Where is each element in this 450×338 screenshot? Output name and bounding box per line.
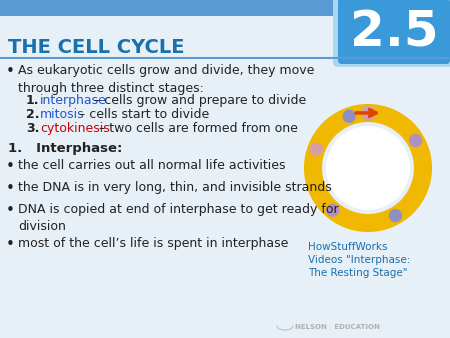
Text: •: • [6, 203, 15, 218]
Text: NELSON   EDUCATION: NELSON EDUCATION [295, 324, 380, 330]
Circle shape [310, 143, 322, 155]
Circle shape [361, 106, 375, 120]
Text: the DNA is in very long, thin, and invisible strands: the DNA is in very long, thin, and invis… [18, 181, 332, 194]
Text: The Resting Stage": The Resting Stage" [308, 268, 408, 278]
Text: 2.: 2. [26, 108, 40, 121]
Text: – two cells are formed from one: – two cells are formed from one [95, 122, 298, 135]
Text: cytokinesis: cytokinesis [40, 122, 110, 135]
Text: •: • [6, 181, 15, 196]
Text: the cell carries out all normal life activities: the cell carries out all normal life act… [18, 159, 285, 172]
Text: HowStuffWorks: HowStuffWorks [308, 242, 387, 252]
Text: •: • [6, 159, 15, 174]
Text: DNA is copied at end of interphase to get ready for
division: DNA is copied at end of interphase to ge… [18, 203, 338, 233]
Text: – cells grow and prepare to divide: – cells grow and prepare to divide [90, 94, 306, 107]
Text: 1.   Interphase:: 1. Interphase: [8, 142, 122, 155]
Text: 2.5: 2.5 [350, 8, 438, 56]
Text: interphase: interphase [40, 94, 107, 107]
Text: 3.: 3. [26, 122, 40, 135]
Text: mitosis: mitosis [40, 108, 85, 121]
Circle shape [390, 210, 401, 222]
Text: most of the cell’s life is spent in interphase: most of the cell’s life is spent in inte… [18, 237, 288, 250]
FancyBboxPatch shape [0, 0, 450, 16]
Text: – cells start to divide: – cells start to divide [75, 108, 209, 121]
Text: THE CELL CYCLE: THE CELL CYCLE [8, 38, 184, 57]
Circle shape [343, 110, 355, 122]
Circle shape [410, 135, 422, 146]
FancyBboxPatch shape [333, 0, 450, 67]
Circle shape [326, 126, 410, 210]
Text: Videos "Interphase:: Videos "Interphase: [308, 255, 410, 265]
Text: 1.: 1. [26, 94, 40, 107]
Text: •: • [6, 64, 15, 79]
FancyBboxPatch shape [338, 0, 450, 64]
Circle shape [327, 204, 339, 216]
Text: •: • [6, 237, 15, 252]
Text: As eukaryotic cells grow and divide, they move
through three distinct stages:: As eukaryotic cells grow and divide, the… [18, 64, 315, 95]
